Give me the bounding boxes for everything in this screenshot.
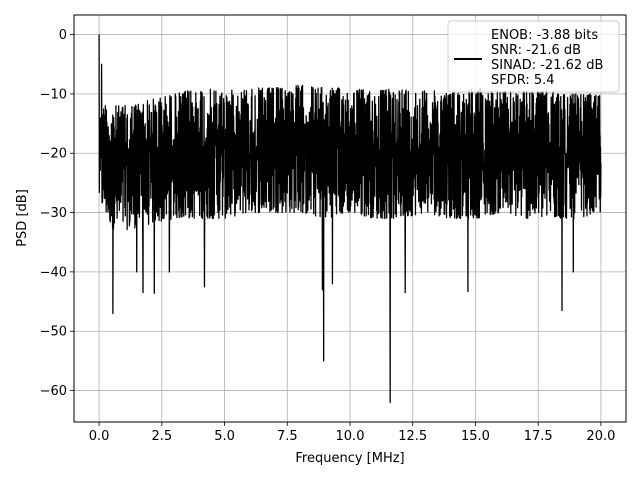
y-tick-label: −60 bbox=[40, 384, 67, 399]
legend-text-sinad: SINAD: -21.62 dB bbox=[491, 58, 603, 73]
y-tick-label: −30 bbox=[40, 206, 67, 221]
x-tick-label: 7.5 bbox=[277, 429, 298, 444]
y-axis-label: PSD [dB] bbox=[15, 189, 30, 247]
x-tick-label: 12.5 bbox=[398, 429, 427, 444]
x-tick-label: 5.0 bbox=[214, 429, 235, 444]
x-axis-label: Frequency [MHz] bbox=[295, 451, 404, 466]
legend-text-enob: ENOB: -3.88 bits bbox=[491, 28, 598, 43]
x-tick-label: 0.0 bbox=[89, 429, 110, 444]
y-tick-label: −20 bbox=[40, 147, 67, 162]
x-tick-label: 15.0 bbox=[461, 429, 490, 444]
y-tick-label: −40 bbox=[40, 265, 67, 280]
psd-series-line bbox=[98, 34, 602, 404]
y-tick-label: −10 bbox=[40, 87, 67, 102]
tick-layer: 0.0 2.5 5.0 7.5 10.0 12.5 15.0 17.5 20.0 0 −10 −20 −… bbox=[40, 28, 616, 444]
legend-text-sfdr: SFDR: 5.4 bbox=[491, 73, 555, 88]
legend-box bbox=[447, 20, 620, 93]
legend-text-snr: SNR: -21.6 dB bbox=[491, 43, 581, 58]
legend: ENOB: -3.88 bits SNR: -21.6 dB SINAD: -2… bbox=[447, 20, 620, 93]
x-tick-label: 20.0 bbox=[586, 429, 615, 444]
x-tick-label: 10.0 bbox=[336, 429, 365, 444]
x-tick-label: 17.5 bbox=[524, 429, 553, 444]
y-tick-label: −50 bbox=[40, 325, 67, 340]
x-tick-label: 2.5 bbox=[151, 429, 172, 444]
y-tick-label: 0 bbox=[59, 28, 67, 43]
data-layer bbox=[98, 34, 602, 404]
